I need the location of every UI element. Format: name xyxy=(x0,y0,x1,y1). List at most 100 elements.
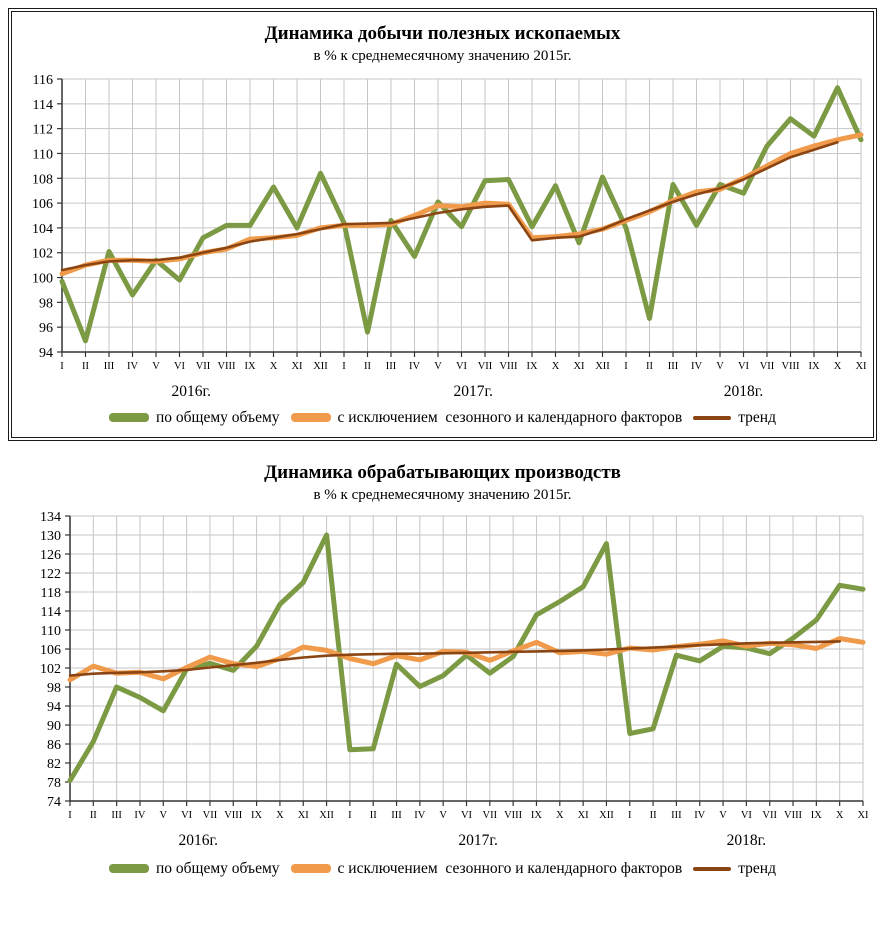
y-axis-tick-label: 126 xyxy=(40,548,61,563)
month-tick-label: VI xyxy=(181,810,193,821)
month-tick-label: VIII xyxy=(504,810,523,821)
month-tick-label: XII xyxy=(595,361,610,372)
y-axis-tick-label: 94 xyxy=(39,346,53,361)
month-tick-label: II xyxy=(370,810,377,821)
month-tick-label: I xyxy=(348,810,352,821)
month-tick-label: VII xyxy=(760,361,775,372)
y-axis-tick-label: 122 xyxy=(40,567,61,582)
y-axis-tick-label: 74 xyxy=(47,795,61,810)
month-tick-label: VIII xyxy=(499,361,518,372)
month-tick-label: III xyxy=(391,810,402,821)
green-line-swatch-icon xyxy=(109,413,149,423)
y-axis-tick-label: 106 xyxy=(32,197,53,212)
brown-line-swatch-icon xyxy=(693,866,732,871)
legend-item-trend: тренд xyxy=(693,860,776,878)
year-label: 2016г. xyxy=(179,832,218,849)
month-tick-label: IX xyxy=(531,810,542,821)
month-tick-label: I xyxy=(60,361,64,372)
y-axis-tick-label: 86 xyxy=(47,738,61,753)
month-tick-label: VIII xyxy=(784,810,803,821)
legend-item-seasonally-adjusted: с исключением сезонного и календарного ф… xyxy=(290,408,683,427)
month-tick-label: X xyxy=(556,810,564,821)
y-axis-tick-label: 106 xyxy=(40,643,61,658)
y-axis-tick-label: 82 xyxy=(47,757,61,772)
year-label: 2017г. xyxy=(454,383,493,400)
orange-line-swatch-icon xyxy=(290,413,331,423)
month-tick-label: I xyxy=(342,361,346,372)
month-tick-label: III xyxy=(104,361,115,372)
manufacturing-chart-subtitle: в % к среднемесячному значению 2015г. xyxy=(313,486,572,503)
y-axis-tick-label: 108 xyxy=(32,172,53,187)
month-tick-label: III xyxy=(111,810,122,821)
mining-chart-title: Динамика добычи полезных ископаемых xyxy=(264,23,621,44)
month-tick-label: XII xyxy=(319,810,334,821)
month-tick-label: VI xyxy=(456,361,468,372)
legend-label-seasonally-adjusted: с исключением сезонного и календарного ф… xyxy=(337,859,683,877)
month-tick-label: I xyxy=(624,361,628,372)
manufacturing-chart-plot: 74 78 82 86 90 94 98 102 106 110 114 118 122 126 130 13… xyxy=(40,510,869,849)
legend-label-seasonally-adjusted: с исключением сезонного и календарного ф… xyxy=(337,408,683,426)
y-axis-tick-label: 110 xyxy=(41,624,61,639)
month-tick-label: VI xyxy=(738,361,750,372)
month-tick-label: IX xyxy=(251,810,262,821)
month-tick-label: I xyxy=(628,810,632,821)
month-tick-label: IV xyxy=(414,810,425,821)
y-axis-tick-label: 78 xyxy=(47,776,61,791)
month-tick-label: IV xyxy=(127,361,138,372)
month-tick-label: IX xyxy=(526,361,537,372)
page: Динамика добычи полезных ископаемых в % … xyxy=(0,8,885,878)
month-tick-label: IV xyxy=(694,810,705,821)
y-axis-tick-label: 114 xyxy=(33,98,53,113)
mining-chart-subtitle: в % к среднемесячному значению 2015г. xyxy=(313,47,572,64)
month-tick-label: VII xyxy=(203,810,218,821)
legend-item-total-volume: по общему объему xyxy=(109,409,280,427)
month-tick-label: XI xyxy=(573,361,585,372)
month-tick-label: IX xyxy=(808,361,819,372)
legend-label-total-volume: по общему объему xyxy=(156,859,280,877)
month-tick-label: V xyxy=(159,810,167,821)
manufacturing-chart-panel: Динамика обрабатывающих производств в % … xyxy=(8,461,877,878)
year-label: 2016г. xyxy=(172,383,211,400)
series-line-trend xyxy=(60,140,839,272)
y-axis-tick-label: 98 xyxy=(39,296,53,311)
month-tick-label: XII xyxy=(313,361,328,372)
year-label: 2018г. xyxy=(724,383,763,400)
legend-label-trend: тренд xyxy=(738,859,776,877)
manufacturing-chart-legend: по общему объему с исключением сезонного… xyxy=(8,860,877,878)
month-tick-label: IX xyxy=(244,361,255,372)
month-tick-label: VII xyxy=(762,810,777,821)
month-tick-label: XI xyxy=(857,810,869,821)
axis-labels: 74 78 82 86 90 94 98 102 106 110 114 118 122 126 130 13… xyxy=(40,510,869,849)
month-tick-label: VI xyxy=(741,810,753,821)
series-line-trend xyxy=(68,639,842,677)
month-tick-label: V xyxy=(716,361,724,372)
y-axis-tick-label: 110 xyxy=(33,147,53,162)
y-axis-tick-label: 114 xyxy=(41,605,61,620)
y-axis-tick-label: 118 xyxy=(41,586,61,601)
month-tick-label: II xyxy=(364,361,371,372)
month-tick-label: XI xyxy=(291,361,303,372)
y-axis-tick-label: 90 xyxy=(47,719,61,734)
legend-item-seasonally-adjusted: с исключением сезонного и календарного ф… xyxy=(290,859,683,878)
month-tick-label: II xyxy=(90,810,97,821)
axes xyxy=(57,78,862,357)
year-label: 2018г. xyxy=(727,832,766,849)
legend-item-trend: тренд xyxy=(693,409,776,427)
month-tick-label: II xyxy=(82,361,89,372)
y-axis-tick-label: 94 xyxy=(47,700,61,715)
month-tick-label: III xyxy=(668,361,679,372)
month-tick-label: X xyxy=(834,361,842,372)
month-tick-label: VII xyxy=(478,361,493,372)
month-tick-label: X xyxy=(270,361,278,372)
orange-line-swatch-icon xyxy=(290,864,331,873)
month-tick-label: V xyxy=(439,810,447,821)
y-axis-tick-label: 98 xyxy=(47,681,61,696)
legend-label-total-volume: по общему объему xyxy=(156,408,280,426)
manufacturing-chart-title: Динамика обрабатывающих производств xyxy=(264,461,621,483)
month-tick-label: II xyxy=(650,810,657,821)
month-tick-label: IX xyxy=(811,810,822,821)
y-axis-tick-label: 96 xyxy=(39,321,53,336)
series-line-total-volume xyxy=(67,532,866,783)
mining-chart-legend: по общему объему с исключением сезонного… xyxy=(12,409,873,427)
